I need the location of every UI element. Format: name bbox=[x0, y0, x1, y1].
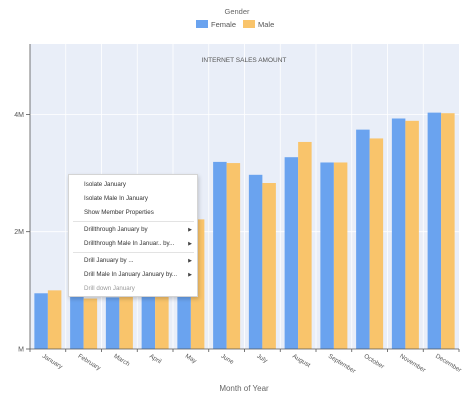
legend-label: Female bbox=[211, 20, 236, 29]
context-menu-item-drillthrough-male-in-januar-by[interactable]: Drillthrough Male In Januar.. by... ▶ bbox=[69, 237, 197, 251]
bar-female-october[interactable] bbox=[356, 129, 370, 349]
legend-title: Gender bbox=[224, 7, 250, 16]
x-tick-label-october: October bbox=[363, 353, 386, 371]
bar-female-august[interactable] bbox=[284, 157, 299, 349]
context-menu-item-drill-male-in-january-january-by[interactable]: Drill Male In January January by... ▶ bbox=[69, 268, 197, 282]
bar-male-january[interactable] bbox=[47, 290, 62, 349]
bar-male-august[interactable] bbox=[298, 141, 312, 349]
axes bbox=[29, 44, 460, 352]
submenu-arrow-icon: ▶ bbox=[188, 258, 192, 264]
bar-female-june[interactable] bbox=[213, 161, 227, 349]
y-tick-label: 2M bbox=[14, 229, 24, 236]
menu-item-label: Show Member Properties bbox=[84, 209, 154, 216]
bar-female-april[interactable] bbox=[141, 295, 156, 349]
menu-item-label: Drill January by ... bbox=[84, 257, 134, 264]
submenu-arrow-icon: ▶ bbox=[188, 227, 192, 233]
menu-item-label: Isolate January bbox=[84, 181, 126, 188]
x-tick-label-august: August bbox=[291, 353, 312, 369]
y-tick-label: 4M bbox=[14, 112, 24, 119]
bar-male-february[interactable] bbox=[83, 298, 98, 349]
gridlines bbox=[30, 44, 459, 349]
bar-female-december[interactable] bbox=[427, 112, 442, 349]
bar-female-july[interactable] bbox=[248, 174, 263, 349]
legend: Gender Female Male bbox=[196, 7, 274, 29]
x-tick-label-december: December bbox=[434, 353, 462, 374]
menu-item-label: Isolate Male In January bbox=[84, 195, 148, 202]
bar-female-february[interactable] bbox=[70, 296, 84, 349]
legend-swatch bbox=[196, 20, 208, 28]
bars bbox=[34, 112, 455, 349]
x-tick-label-june: June bbox=[220, 353, 236, 366]
context-menu: Isolate January Isolate Male In January Sh… bbox=[68, 174, 198, 297]
x-tick-label-january: January bbox=[41, 353, 64, 371]
x-tick-label-may: May bbox=[184, 353, 199, 366]
bar-female-september[interactable] bbox=[320, 162, 334, 349]
menu-item-label: Drill Male In January January by... bbox=[84, 271, 178, 278]
submenu-arrow-icon: ▶ bbox=[188, 272, 192, 278]
bar-male-october[interactable] bbox=[369, 138, 384, 349]
menu-item-label: Drillthrough Male In Januar.. by... bbox=[84, 240, 175, 247]
context-menu-item-show-member-properties[interactable]: Show Member Properties bbox=[69, 206, 197, 220]
bar-male-november[interactable] bbox=[405, 120, 419, 349]
legend-item-female[interactable]: Female bbox=[196, 20, 236, 29]
bar-male-march[interactable] bbox=[119, 293, 133, 349]
submenu-arrow-icon: ▶ bbox=[188, 241, 192, 247]
x-tick-label-march: March bbox=[112, 353, 131, 368]
context-menu-item-drill-down-january[interactable]: Drill down January bbox=[69, 282, 197, 296]
x-tick-labels: January February March April May June July Augu… bbox=[41, 353, 463, 375]
x-tick-label-november: November bbox=[398, 353, 426, 374]
legend-swatch bbox=[243, 20, 255, 28]
bar-male-september[interactable] bbox=[333, 162, 348, 349]
bar-female-january[interactable] bbox=[34, 293, 48, 349]
context-menu-item-isolate-january[interactable]: Isolate January bbox=[69, 178, 197, 192]
x-axis-label: Month of Year bbox=[219, 384, 269, 393]
bar-female-march[interactable] bbox=[105, 297, 120, 349]
bar-male-april[interactable] bbox=[155, 292, 169, 349]
chart-title: INTERNET SALES AMOUNT bbox=[202, 57, 287, 64]
y-tick-label: M bbox=[18, 347, 24, 354]
x-tick-label-april: April bbox=[148, 353, 162, 366]
legend-item-male[interactable]: Male bbox=[243, 20, 274, 29]
menu-separator bbox=[73, 252, 194, 253]
context-menu-item-drill-january-by[interactable]: Drill January by ... ▶ bbox=[69, 254, 197, 268]
menu-item-label: Drill down January bbox=[84, 285, 135, 292]
x-tick-label-september: September bbox=[327, 353, 357, 375]
legend-label: Male bbox=[258, 20, 274, 29]
x-tick-label-july: July bbox=[255, 353, 269, 365]
bar-male-december[interactable] bbox=[441, 113, 455, 349]
context-menu-item-drillthrough-january-by[interactable]: Drillthrough January by ▶ bbox=[69, 223, 197, 237]
bar-male-july[interactable] bbox=[262, 183, 276, 349]
bar-female-november[interactable] bbox=[391, 118, 406, 349]
menu-item-label: Drillthrough January by bbox=[84, 226, 148, 233]
menu-separator bbox=[73, 221, 194, 222]
x-tick-label-february: February bbox=[77, 353, 103, 373]
bar-male-june[interactable] bbox=[226, 163, 241, 349]
y-tick-labels: M 2M 4M bbox=[14, 112, 30, 354]
context-menu-item-isolate-male-in-january[interactable]: Isolate Male In January bbox=[69, 192, 197, 206]
